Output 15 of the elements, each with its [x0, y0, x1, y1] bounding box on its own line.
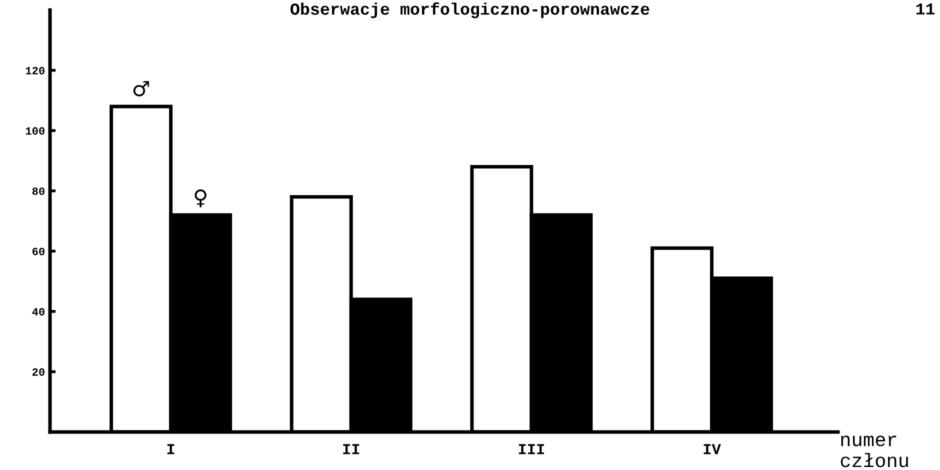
- y-tick-label: 40: [32, 308, 44, 316]
- y-tick-label: 100: [26, 127, 44, 135]
- x-tick-label: III: [518, 444, 544, 454]
- x-tick-label: II: [343, 444, 360, 454]
- x-tick-label: IV: [704, 444, 721, 454]
- x-tick-label: I: [167, 444, 174, 454]
- x-axis-title: numer członu: [840, 436, 908, 468]
- series-label: ♂: [133, 81, 150, 96]
- text: 11: [916, 3, 935, 14]
- y-tick-label: 120: [26, 66, 44, 74]
- y-tick-label: 60: [32, 248, 44, 256]
- y-tick-label: 20: [32, 368, 44, 376]
- y-tick-label: 80: [32, 187, 44, 195]
- series-label: ♀: [194, 189, 206, 208]
- chart-title: Obserwacje morfologiczno-porownawcze: [290, 2, 650, 18]
